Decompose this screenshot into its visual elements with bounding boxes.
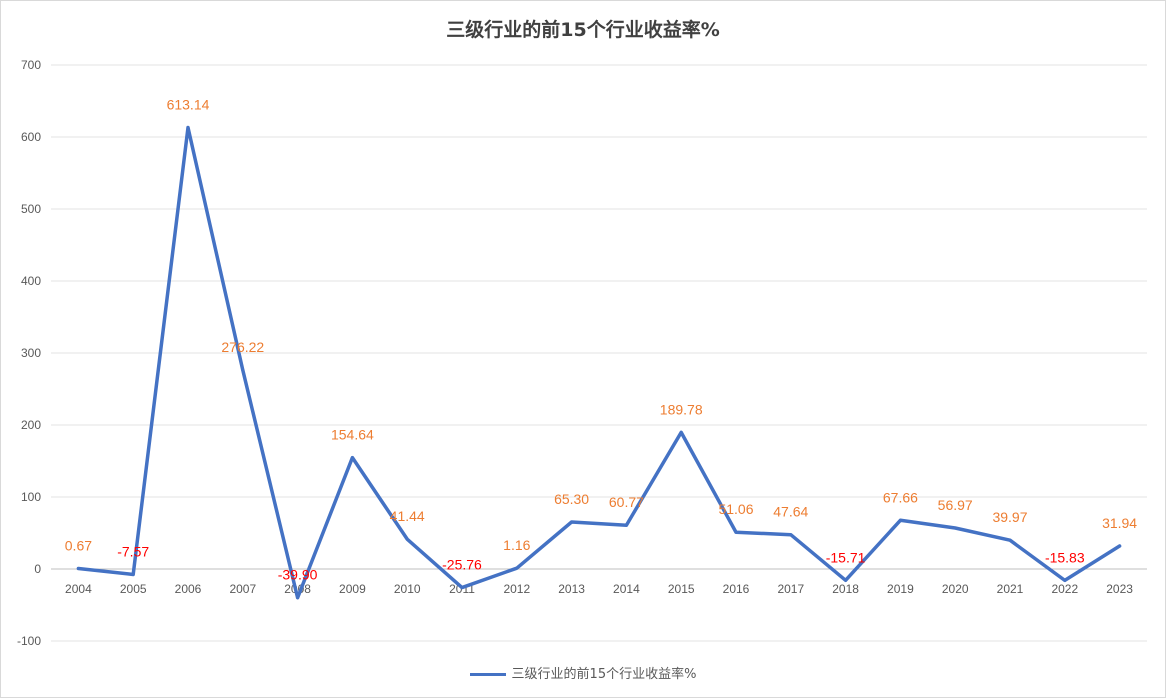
data-point	[789, 533, 793, 537]
data-point	[734, 530, 738, 534]
y-tick-label: 300	[21, 346, 41, 360]
data-point	[1008, 538, 1012, 542]
x-axis-ticks: 2004200520062007200820092010201120122013…	[65, 582, 1133, 596]
legend: 三级行业的前15个行业收益率%	[1, 663, 1165, 682]
gridlines	[51, 64, 1147, 642]
data-point	[679, 430, 683, 434]
data-point	[844, 578, 848, 582]
x-tick-label: 2018	[832, 582, 859, 596]
legend-label: 三级行业的前15个行业收益率%	[511, 667, 697, 682]
data-label: 0.67	[65, 538, 92, 554]
data-label: 60.77	[609, 494, 644, 510]
data-label: -15.71	[826, 549, 866, 565]
y-tick-label: 700	[21, 58, 41, 72]
data-point	[953, 526, 957, 530]
data-label: 276.22	[221, 339, 264, 355]
x-tick-label: 2014	[613, 582, 640, 596]
data-point	[405, 537, 409, 541]
data-label: 154.64	[331, 427, 374, 443]
data-label: 47.64	[773, 504, 808, 520]
data-point	[1063, 578, 1067, 582]
x-tick-label: 2008	[284, 582, 311, 596]
x-tick-label: 2013	[558, 582, 585, 596]
y-tick-label: 200	[21, 418, 41, 432]
data-point	[350, 456, 354, 460]
data-point	[624, 523, 628, 527]
y-tick-label: 500	[21, 202, 41, 216]
data-label: 39.97	[992, 509, 1027, 525]
y-tick-label: 400	[21, 274, 41, 288]
data-label: -7.57	[117, 543, 149, 559]
y-tick-label: 600	[21, 130, 41, 144]
chart-title: 三级行业的前15个行业收益率%	[446, 19, 720, 41]
y-tick-label: -100	[17, 634, 41, 648]
data-label: 41.44	[390, 508, 425, 524]
data-point	[460, 586, 464, 590]
data-point	[131, 572, 135, 576]
x-tick-label: 2010	[394, 582, 421, 596]
x-tick-label: 2020	[942, 582, 969, 596]
y-axis-ticks: -100 0 100 200 300 400 500 600 700	[17, 58, 41, 648]
data-label: 51.06	[718, 501, 753, 517]
data-label: -39.90	[278, 567, 318, 583]
data-point	[515, 566, 519, 570]
x-tick-label: 2021	[997, 582, 1024, 596]
data-label: -25.76	[442, 557, 482, 573]
x-tick-label: 2006	[175, 582, 202, 596]
data-labels: 0.67 -7.57 613.14 276.22 -39.90 154.64 41.44 -2…	[65, 97, 1138, 583]
data-point	[241, 368, 245, 372]
x-tick-label: 2016	[723, 582, 750, 596]
x-tick-label: 2005	[120, 582, 147, 596]
y-tick-label: 0	[34, 562, 41, 576]
x-tick-label: 2023	[1106, 582, 1133, 596]
legend-swatch	[469, 673, 506, 676]
data-label: 67.66	[883, 489, 918, 505]
data-label: 31.94	[1102, 515, 1137, 531]
x-tick-label: 2007	[229, 582, 256, 596]
x-tick-label: 2019	[887, 582, 914, 596]
y-tick-label: 100	[21, 490, 41, 504]
data-point	[570, 520, 574, 524]
data-point	[76, 567, 80, 571]
data-label: 65.30	[554, 491, 589, 507]
series-line	[76, 125, 1122, 600]
data-point	[296, 596, 300, 600]
series-group	[76, 125, 1122, 600]
data-label: 189.78	[660, 401, 703, 417]
x-tick-label: 2017	[777, 582, 804, 596]
data-label: 56.97	[938, 497, 973, 513]
data-point	[1118, 544, 1122, 548]
x-tick-label: 2004	[65, 582, 92, 596]
x-tick-label: 2015	[668, 582, 695, 596]
x-tick-label: 2012	[503, 582, 530, 596]
x-tick-label: 2009	[339, 582, 366, 596]
data-label: 1.16	[503, 537, 530, 553]
x-tick-label: 2022	[1051, 582, 1078, 596]
data-label: 613.14	[167, 97, 210, 113]
data-point	[898, 518, 902, 522]
data-point	[186, 126, 190, 130]
data-label: -15.83	[1045, 549, 1085, 565]
